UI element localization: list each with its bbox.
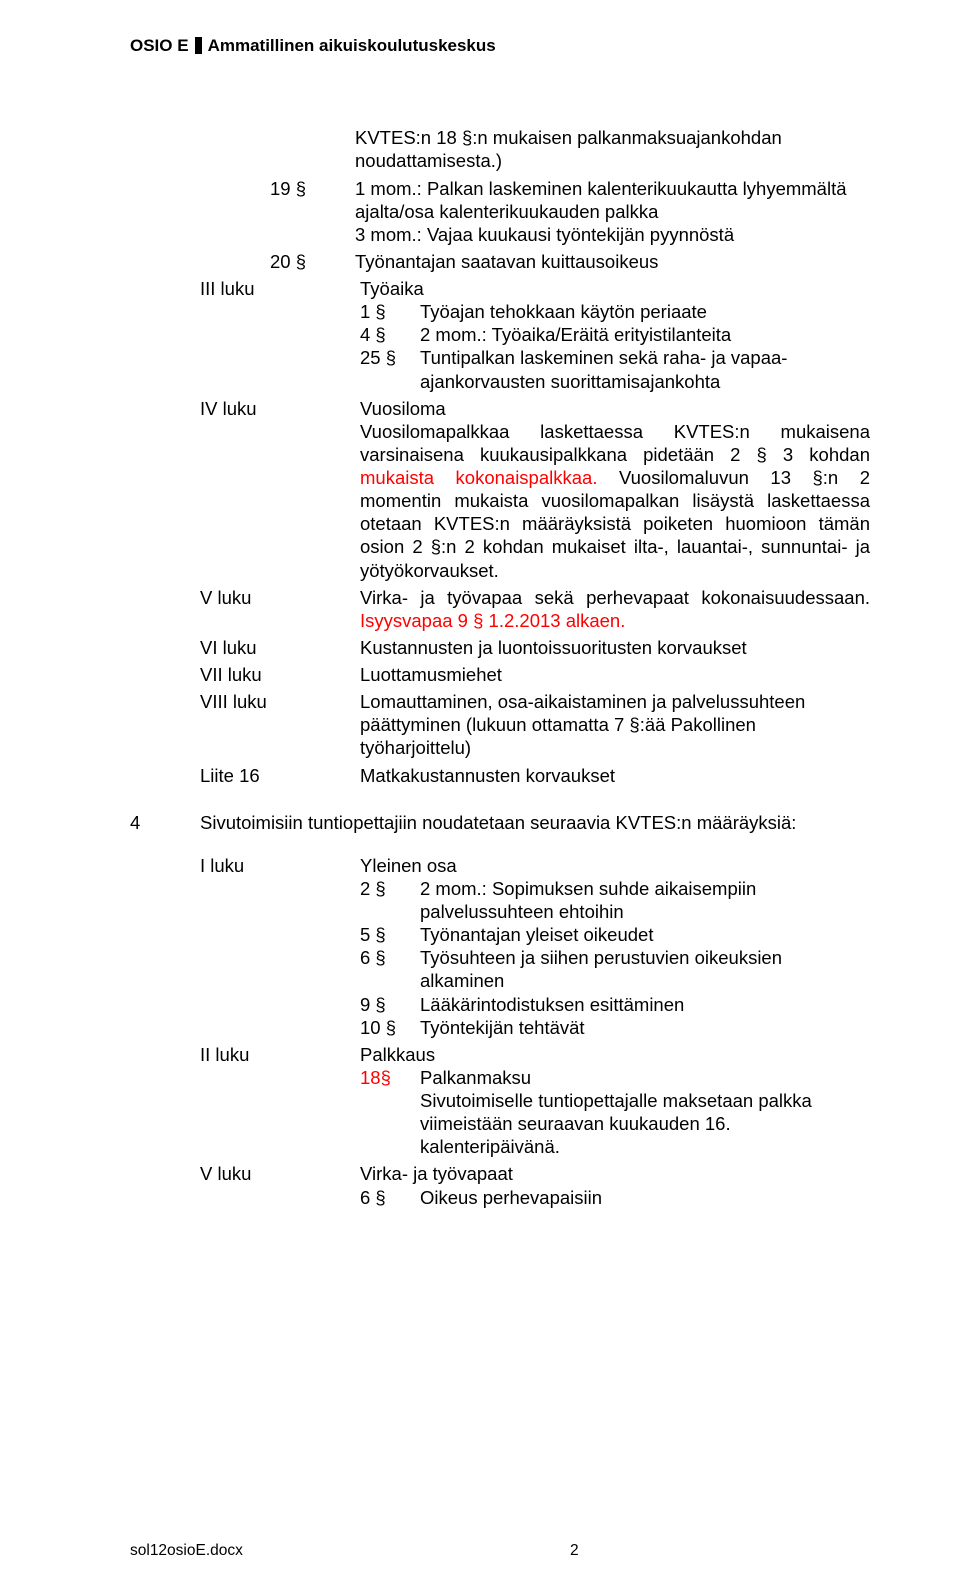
item-num: 20 § xyxy=(270,250,355,273)
item-20: 20 § Työnantajan saatavan kuittausoikeus xyxy=(270,250,870,273)
luku-label: V luku xyxy=(200,1162,360,1208)
item-text: Palkanmaksu xyxy=(420,1066,870,1089)
iv-paragraph: Vuosilomapalkkaa laskettaessa KVTES:n mu… xyxy=(360,420,870,582)
item-num: 2 § xyxy=(360,877,420,923)
item-text: Oikeus perhevapaisiin xyxy=(420,1186,870,1209)
luku-text: Virka- ja työvapaa sekä perhevapaat koko… xyxy=(360,587,870,608)
item-text: Työsuhteen ja siihen perustuvien oikeuks… xyxy=(420,946,870,992)
luku-label: II luku xyxy=(200,1043,360,1159)
luku-label: VIII luku xyxy=(200,690,360,759)
luku-text: Matkakustannusten korvaukset xyxy=(360,764,870,787)
footer-pagenum: 2 xyxy=(570,1541,870,1560)
item-text: Tuntipalkan laskeminen sekä raha- ja vap… xyxy=(420,346,870,392)
section-num: 4 xyxy=(130,811,200,834)
item-text: Sivutoimiselle tuntiopettajalle maksetaa… xyxy=(420,1089,870,1158)
item-text: Työajan tehokkaan käytön periaate xyxy=(420,300,870,323)
page-footer: sol12osioE.docx 2 xyxy=(130,1541,870,1560)
item-text: 1 mom.: Palkan laskeminen kalenterikuuka… xyxy=(355,177,870,246)
header-prefix: OSIO E xyxy=(130,35,189,56)
page-header: OSIO E Ammatillinen aikuiskoulutuskeskus xyxy=(130,35,870,56)
luku-title: Virka- ja työvapaat xyxy=(360,1162,870,1185)
header-title: Ammatillinen aikuiskoulutuskeskus xyxy=(208,35,496,56)
item-text: Työnantajan yleiset oikeudet xyxy=(420,923,870,946)
item-text: 2 mom.: Työaika/Eräitä erityistilanteita xyxy=(420,323,870,346)
luku-text: Kustannusten ja luontoissuoritusten korv… xyxy=(360,636,870,659)
item-num: 10 § xyxy=(360,1016,420,1039)
item-text: 2 mom.: Sopimuksen suhde aikaisempiin pa… xyxy=(420,877,870,923)
luku-label: III luku xyxy=(200,277,360,393)
luku-title: Vuosiloma xyxy=(360,397,870,420)
luku-label: V luku xyxy=(200,586,360,632)
luku-label: IV luku xyxy=(200,397,360,582)
luku-VII: VII luku Luottamusmiehet xyxy=(200,663,870,686)
luku-label: I luku xyxy=(200,854,360,1039)
luku2-V: V luku Virka- ja työvapaat 6 §Oikeus per… xyxy=(200,1162,870,1208)
item-text: Työntekijän tehtävät xyxy=(420,1016,870,1039)
luku2-I: I luku Yleinen osa 2 §2 mom.: Sopimuksen… xyxy=(200,854,870,1039)
item-num xyxy=(360,1089,420,1158)
top-paragraph: KVTES:n 18 §:n mukaisen palkanmaksuajank… xyxy=(355,126,870,172)
item-num: 6 § xyxy=(360,1186,420,1209)
luku-text: Luottamusmiehet xyxy=(360,663,870,686)
item-num: 6 § xyxy=(360,946,420,992)
section-4: 4 Sivutoimisiin tuntiopettajiin noudatet… xyxy=(130,811,870,834)
footer-filename: sol12osioE.docx xyxy=(130,1541,570,1560)
item-text: Työnantajan saatavan kuittausoikeus xyxy=(355,250,658,273)
luku-label: Liite 16 xyxy=(200,764,360,787)
item-num: 5 § xyxy=(360,923,420,946)
iv-red: mukaista kokonaispalkkaa. xyxy=(360,467,597,488)
luku-text: Lomauttaminen, osa-aikaistaminen ja palv… xyxy=(360,690,870,759)
luku-label: VII luku xyxy=(200,663,360,686)
luku-red: Isyysvapaa 9 § 1.2.2013 alkaen. xyxy=(360,610,625,631)
item-num: 4 § xyxy=(360,323,420,346)
item-text: Lääkärintodistuksen esittäminen xyxy=(420,993,870,1016)
iv-pre: Vuosilomapalkkaa laskettaessa KVTES:n mu… xyxy=(360,421,870,465)
item-num: 19 § xyxy=(270,177,355,246)
item-num: 1 § xyxy=(360,300,420,323)
luku-IV: IV luku Vuosiloma Vuosilomapalkkaa laske… xyxy=(200,397,870,582)
item-num: 25 § xyxy=(360,346,420,392)
item-num: 18§ xyxy=(360,1066,420,1089)
luku-VIII: VIII luku Lomauttaminen, osa-aikaistamin… xyxy=(200,690,870,759)
luku-title: Työaika xyxy=(360,277,870,300)
item-19: 19 § 1 mom.: Palkan laskeminen kalenteri… xyxy=(270,177,870,246)
luku-VI: VI luku Kustannusten ja luontoissuoritus… xyxy=(200,636,870,659)
luku2-II: II luku Palkkaus 18§Palkanmaksu Sivutoim… xyxy=(200,1043,870,1159)
section-heading: Sivutoimisiin tuntiopettajiin noudatetaa… xyxy=(200,811,796,834)
luku-title: Yleinen osa xyxy=(360,854,870,877)
luku-title: Palkkaus xyxy=(360,1043,870,1066)
item-num: 9 § xyxy=(360,993,420,1016)
luku-label: VI luku xyxy=(200,636,360,659)
luku-V: V luku Virka- ja työvapaa sekä perhevapa… xyxy=(200,586,870,632)
liite-16: Liite 16 Matkakustannusten korvaukset xyxy=(200,764,870,787)
header-block-icon xyxy=(195,37,202,54)
luku-III: III luku Työaika 1 §Työajan tehokkaan kä… xyxy=(200,277,870,393)
